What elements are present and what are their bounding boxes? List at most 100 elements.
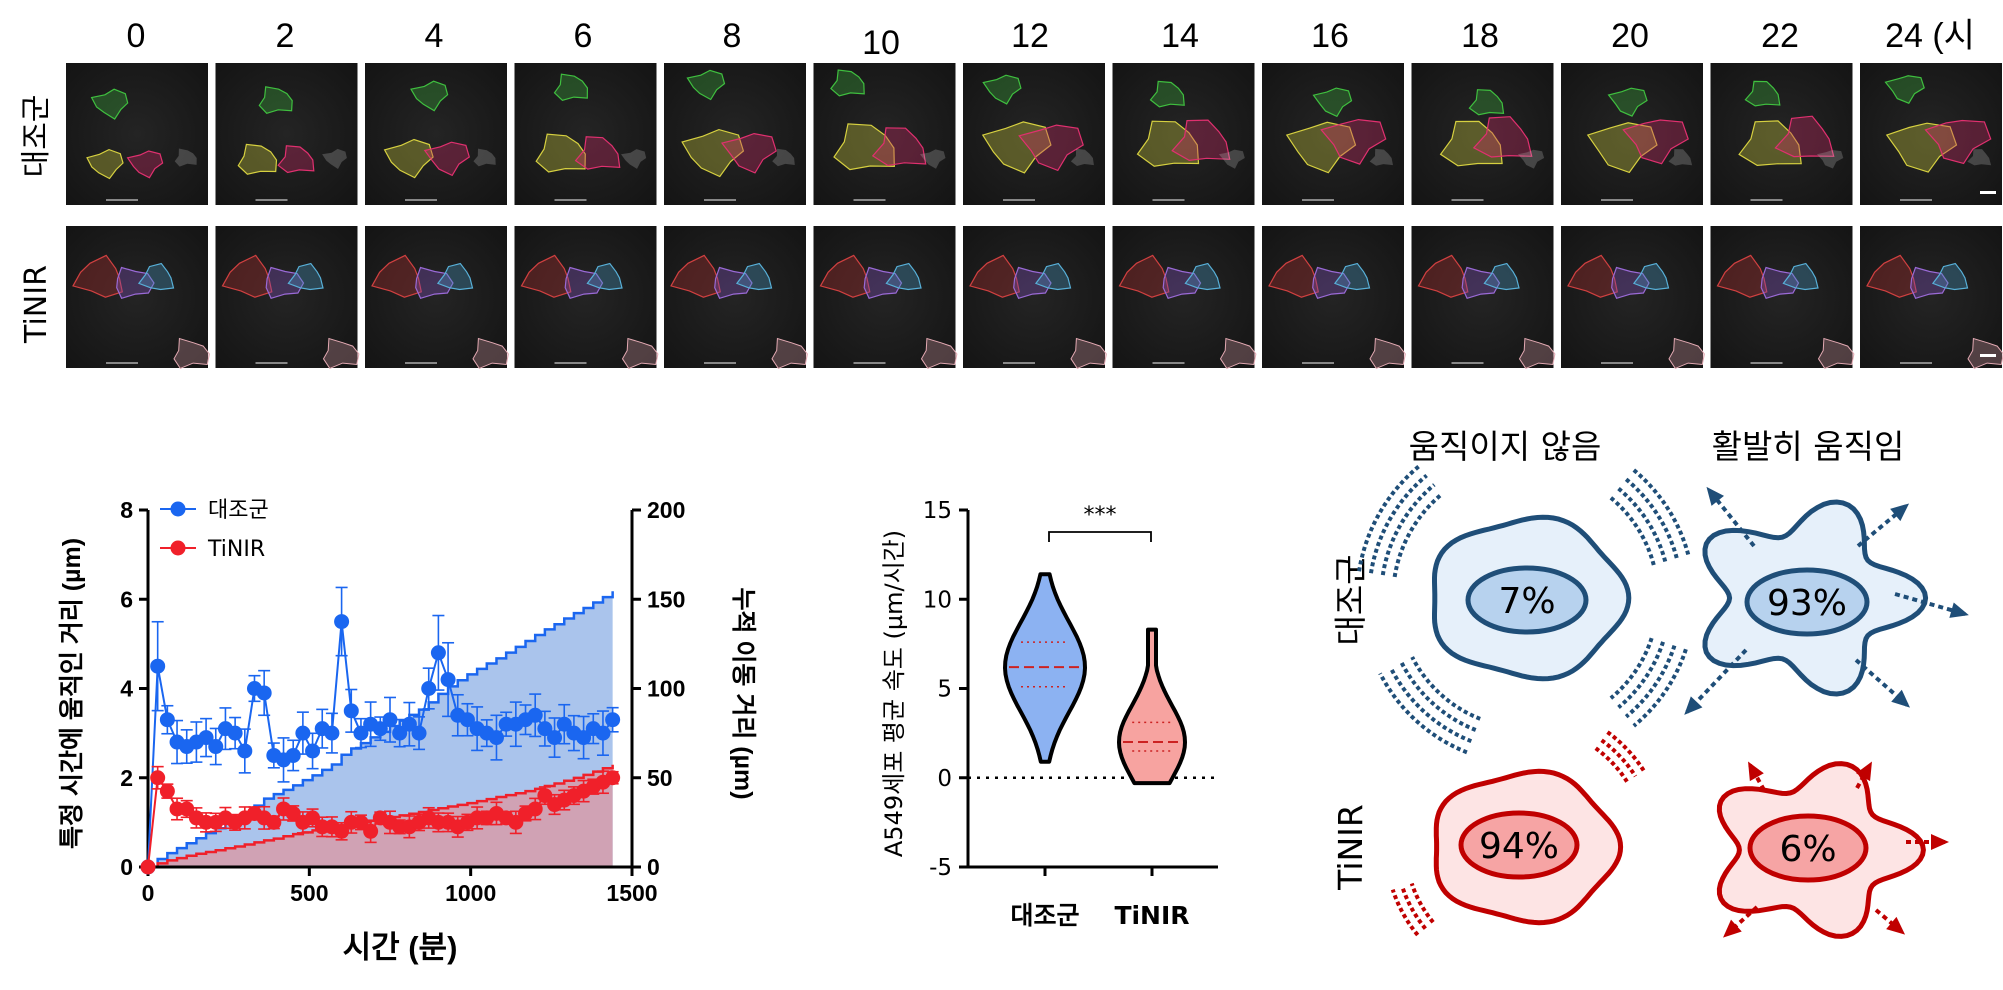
timestamp-mark [1750,199,1783,201]
control-static-vibration-arc [1368,473,1428,574]
timestamp-mark [554,199,587,201]
magenta-cell [126,150,164,179]
time-label-9: 18 [1461,17,1499,55]
control-frame-12 [1860,63,2002,205]
legend-label-1: TiNIR [207,537,265,562]
time-label-2: 4 [425,17,444,55]
timestamp-mark [405,199,437,201]
frame-background [514,226,657,368]
control-active-percent: 93% [1767,583,1847,624]
green-cell [982,74,1022,105]
control-active-nucleus [1744,567,1870,637]
green-cell [1312,87,1353,118]
violin-1 [1117,627,1187,786]
red-cell [1417,254,1469,298]
yellow-cell [1738,120,1802,167]
y-axis-label: A549세포 평균 속도 (µm/시간) [880,530,908,857]
tinir-static-vibration-arc [1400,885,1427,930]
control-point [488,730,504,746]
cyan-cell [1632,262,1670,291]
control-point [401,716,417,732]
control-point [440,672,456,688]
x-tick-label-1: TiNIR [1114,901,1189,930]
control-point [343,703,359,719]
significance-bracket [1048,531,1152,542]
control-static-vibration-arc [1378,672,1468,755]
y-left-tick-label: 0 [120,854,133,880]
pink-cell [472,337,509,370]
frame-background [1262,63,1404,205]
x-tick-label: 0 [142,880,155,906]
control-point [208,739,224,755]
tinir-point [179,801,195,817]
control-point [150,658,166,674]
red-cell [221,254,273,298]
frame-background [215,63,358,205]
magenta-cell [1774,115,1835,158]
control-point [556,716,572,732]
time-label-3: 6 [574,17,593,55]
frame-background [1860,63,2002,205]
timestamp-mark [1003,362,1035,364]
pink-cell [771,337,808,370]
frame-background [1860,226,2002,368]
pink-cell [1070,337,1107,370]
cyan-cell [885,262,922,291]
y-right-tick-label: 150 [647,586,685,612]
tinir-frame-8 [1262,226,1406,370]
row-label-0: 대조군 [1331,554,1370,645]
unlabeled-cell [322,148,347,169]
control-point [295,725,311,741]
unlabeled-cell [1070,148,1094,166]
timestamp-mark [1451,362,1484,364]
unlabeled-cell [1517,149,1545,169]
control-point [576,730,592,746]
time-label-4: 8 [723,17,742,55]
unlabeled-cell [1218,149,1245,169]
tinir-active-arrow-shaft [1724,905,1759,937]
tinir-point [285,805,301,821]
pink-cell [1967,337,2003,370]
control-point [227,725,243,741]
timestamp-mark [255,199,288,201]
timestamp-mark [1152,199,1185,201]
control-point [285,747,301,763]
green-cell [410,80,449,112]
y-right-axis-label: 누적 이동 거리 (µm) [729,587,757,799]
red-cell [670,254,721,298]
y-right-tick-label: 100 [647,676,685,702]
timestamp-mark [1601,199,1633,201]
tinir-static-vibration-arc [1606,730,1646,772]
tinir-point [150,770,166,786]
legend-marker-0 [170,501,186,517]
tinir-active-arrow-head [1886,916,1906,935]
unlabeled-cell [919,149,946,169]
cyan-cell [1333,262,1371,291]
control-static-vibration-arc [1617,641,1665,709]
speed-violin-chart: -5 0 5 10 15 A549세포 평균 속도 (µm/시간) 대조군 TiNIR *** [880,498,1218,930]
tinir-static-vibration-arc [1409,882,1435,924]
pink-cell [173,337,210,370]
frame-background [66,226,208,368]
tinir-point [159,783,175,799]
green-cell [553,73,589,101]
frame-background [1262,226,1404,368]
frame-background [66,63,208,205]
magenta-cell [1472,116,1533,158]
control-static-vibration-arc [1609,496,1656,567]
control-active-arrow-head [1949,602,1969,618]
tinir-frame-10 [1561,226,1705,370]
control-static-vibration-arc [1609,637,1654,700]
green-cell [830,69,865,97]
tinir-frame-12 [1860,226,2003,370]
timestamp-mark [554,362,587,364]
y-tick-label: -5 [929,855,952,881]
tinir-frame-0 [66,226,210,370]
tinir-frame-11 [1710,226,1855,370]
timestamp-mark [255,362,288,364]
pink-cell [1219,337,1257,370]
red-cell [520,254,572,298]
frame-background [514,63,657,205]
yellow-cell [86,148,124,180]
